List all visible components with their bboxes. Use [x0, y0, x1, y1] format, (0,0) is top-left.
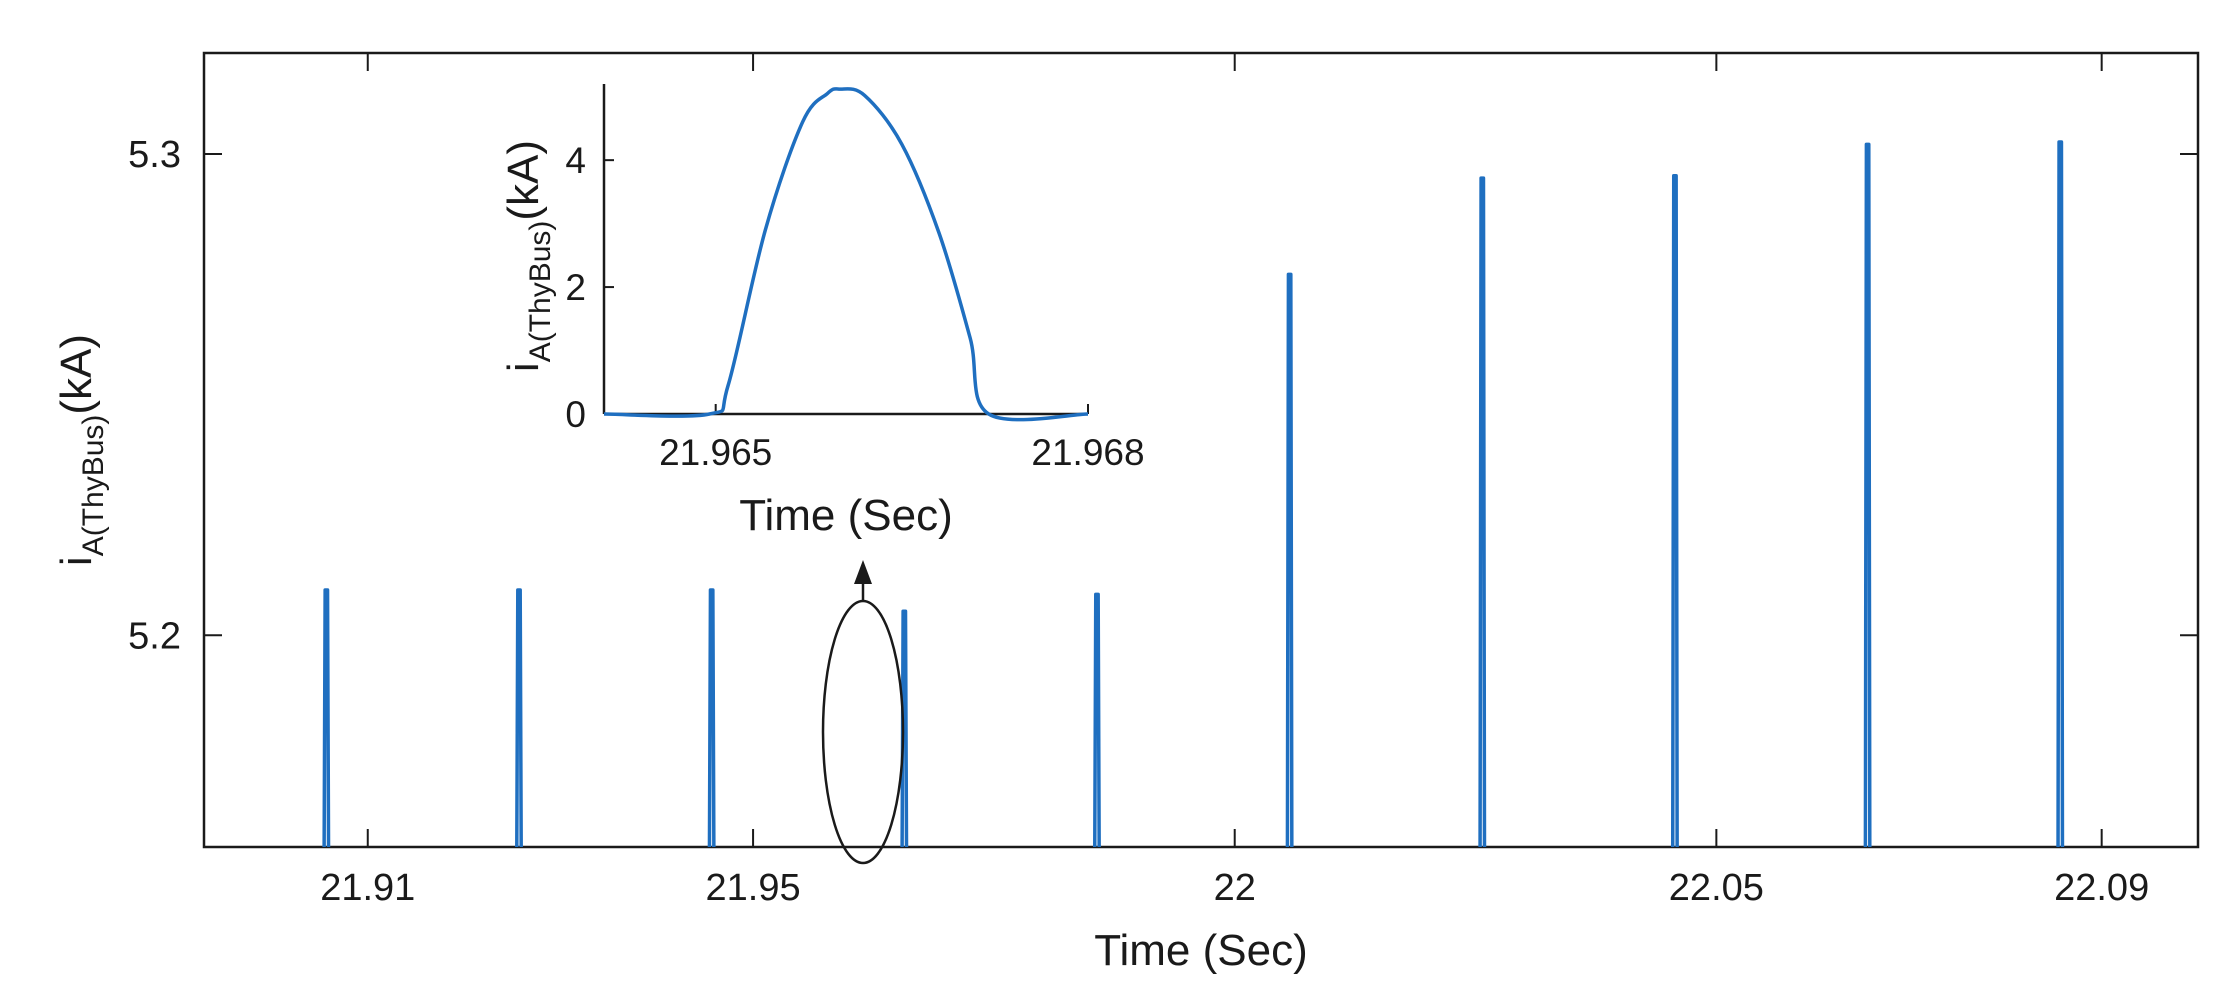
inset-plot-background	[604, 84, 1088, 414]
inset-y-tick-label: 2	[565, 267, 586, 308]
main-ticks	[204, 53, 2198, 847]
main-x-tick-label: 21.95	[706, 867, 801, 909]
inset-x-tick-label: 21.968	[1031, 432, 1144, 473]
main-series-peak	[2056, 140, 2065, 848]
inset-y-tick-labels: 0 2 4	[565, 140, 586, 435]
main-series-peak	[515, 588, 523, 848]
main-series	[322, 140, 2065, 848]
main-y-tick-label: 5.3	[128, 134, 181, 176]
main-y-tick-labels: 5.2 5.3	[128, 134, 181, 657]
main-y-axis-title: iA(ThyBus)(kA)	[52, 334, 110, 566]
inset-series-line	[603, 87, 1089, 422]
main-series-peak	[1863, 142, 1872, 848]
inset-x-tick-label: 21.965	[659, 432, 772, 473]
highlight-ellipse	[821, 599, 905, 865]
main-series-peak	[1478, 176, 1487, 848]
main-x-tick-label: 22.09	[2054, 867, 2149, 909]
main-x-tick-labels: 21.91 21.95 22 22.05 22.09	[320, 867, 2149, 909]
inset-series	[603, 87, 1089, 422]
main-x-tick-label: 22	[1214, 867, 1256, 909]
main-x-tick-label: 22.05	[1669, 867, 1764, 909]
main-axes: 21.91 21.95 22 22.05 22.09 5.2 5.3 Time (Sec)…	[52, 51, 2200, 975]
inset-x-tick-labels: 21.965 21.968	[659, 432, 1144, 473]
inset-y-tick-label: 0	[565, 394, 586, 435]
main-x-axis-title: Time (Sec)	[1094, 926, 1308, 975]
main-series-peak	[1093, 592, 1101, 848]
main-series-peak	[1285, 272, 1294, 848]
main-series-peak	[707, 588, 716, 848]
inset-y-tick-label: 4	[565, 140, 586, 181]
main-y-tick-label: 5.2	[128, 615, 181, 657]
inset-y-axis-title: iA(ThyBus)(kA)	[499, 140, 557, 372]
zoom-arrow-head	[854, 560, 872, 584]
main-series-peak	[1670, 173, 1679, 848]
zoom-annotation	[821, 560, 905, 865]
inset-x-axis-title: Time (Sec)	[739, 491, 953, 540]
main-series-peak	[322, 588, 331, 848]
inset-axes: 21.965 21.968 0 2 4 Time (Sec) iA(ThyBus)(k…	[499, 84, 1145, 540]
main-x-tick-label: 21.91	[320, 867, 415, 909]
